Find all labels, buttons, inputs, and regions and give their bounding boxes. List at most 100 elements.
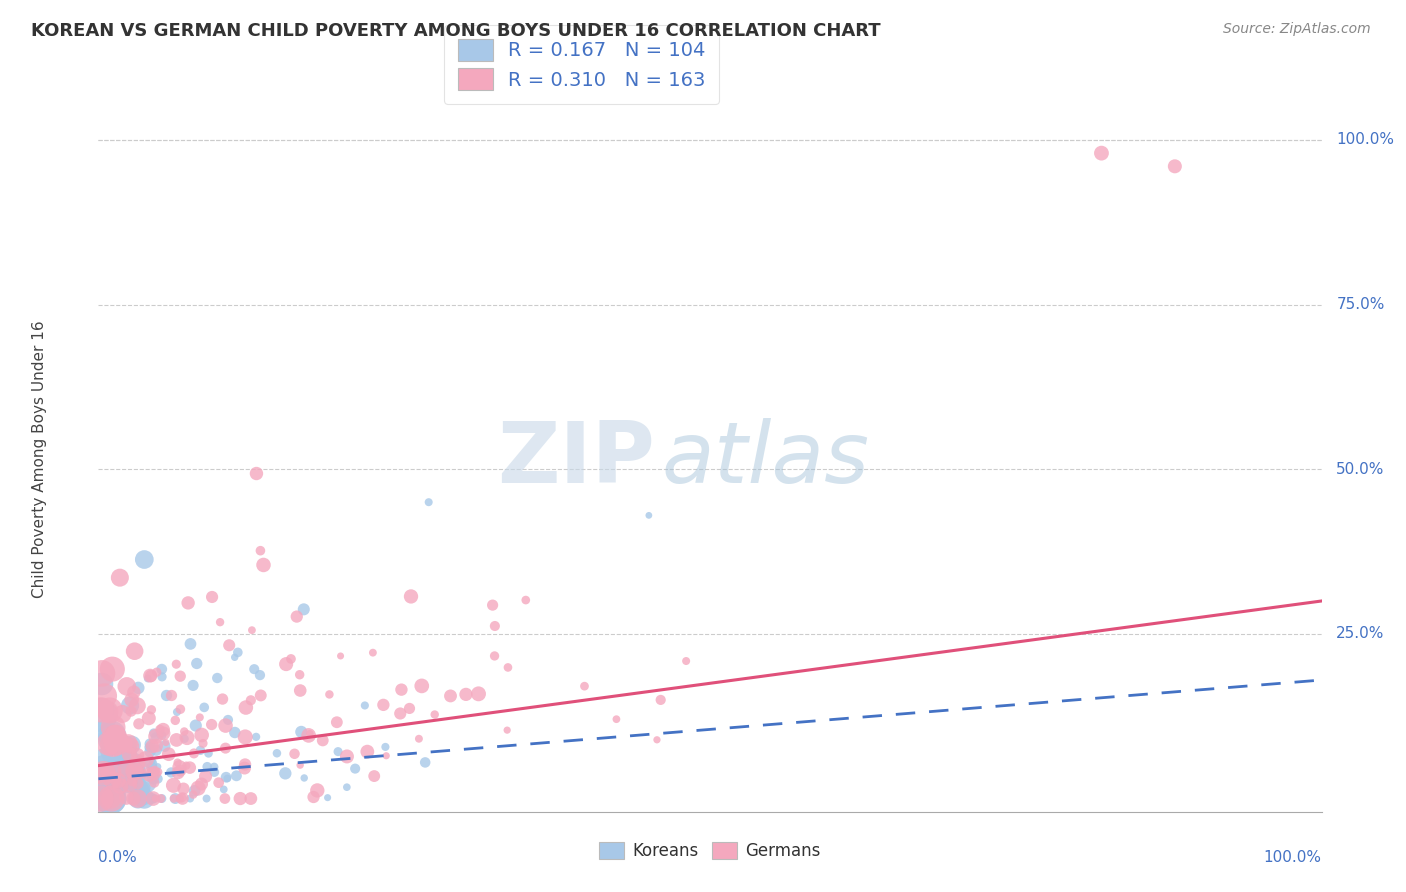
Point bbox=[239, 693, 262, 707]
Point bbox=[574, 679, 596, 693]
Point bbox=[188, 710, 211, 724]
Point bbox=[197, 747, 219, 761]
Point bbox=[186, 657, 208, 671]
Point bbox=[108, 759, 131, 773]
Point bbox=[139, 791, 162, 805]
Point bbox=[141, 739, 163, 754]
Point bbox=[214, 741, 236, 756]
Point bbox=[100, 732, 122, 747]
Point bbox=[122, 791, 145, 805]
Text: 50.0%: 50.0% bbox=[1336, 462, 1385, 476]
Point bbox=[139, 669, 162, 683]
Text: 0.0%: 0.0% bbox=[98, 850, 138, 865]
Point bbox=[179, 637, 201, 651]
Text: 25.0%: 25.0% bbox=[1336, 626, 1385, 641]
Point bbox=[155, 689, 177, 703]
Point bbox=[89, 791, 111, 805]
Legend: Koreans, Germans: Koreans, Germans bbox=[592, 835, 828, 867]
Point bbox=[329, 648, 352, 663]
Point bbox=[645, 732, 668, 747]
Point bbox=[187, 781, 209, 796]
Text: 75.0%: 75.0% bbox=[1336, 297, 1385, 312]
Point bbox=[138, 767, 160, 781]
Point bbox=[155, 735, 177, 749]
Point bbox=[107, 736, 129, 750]
Point bbox=[276, 657, 298, 672]
Point bbox=[128, 765, 150, 780]
Text: atlas: atlas bbox=[661, 417, 869, 501]
Point bbox=[93, 689, 115, 703]
Point bbox=[90, 708, 112, 723]
Point bbox=[118, 749, 141, 764]
Point bbox=[318, 688, 340, 702]
Point bbox=[104, 744, 127, 758]
Point bbox=[373, 698, 395, 712]
Point bbox=[145, 730, 167, 744]
Point bbox=[195, 760, 218, 774]
Point bbox=[266, 746, 288, 760]
Point bbox=[111, 706, 134, 721]
Point bbox=[150, 791, 173, 805]
Point bbox=[235, 700, 257, 714]
Point bbox=[128, 716, 150, 731]
Point bbox=[141, 765, 163, 780]
Point bbox=[637, 508, 661, 523]
Point bbox=[110, 774, 132, 789]
Point bbox=[124, 644, 146, 658]
Point bbox=[138, 711, 160, 725]
Point bbox=[149, 791, 172, 805]
Point bbox=[103, 783, 125, 797]
Point bbox=[283, 747, 305, 761]
Point bbox=[93, 760, 115, 774]
Point bbox=[413, 756, 436, 770]
Point bbox=[107, 757, 129, 772]
Point bbox=[118, 777, 141, 791]
Point bbox=[115, 679, 138, 693]
Point bbox=[224, 650, 246, 665]
Point bbox=[145, 665, 167, 680]
Point bbox=[605, 712, 627, 726]
Point bbox=[87, 790, 110, 805]
Point bbox=[110, 779, 132, 793]
Point bbox=[195, 791, 218, 805]
Point bbox=[225, 769, 247, 783]
Point bbox=[141, 755, 163, 769]
Point bbox=[163, 791, 186, 805]
Point bbox=[179, 761, 201, 775]
Point bbox=[411, 679, 433, 693]
Point bbox=[93, 723, 115, 738]
Point bbox=[202, 760, 225, 774]
Point bbox=[166, 733, 188, 747]
Point bbox=[135, 775, 157, 789]
Point bbox=[142, 791, 165, 805]
Point bbox=[115, 739, 138, 754]
Point bbox=[211, 692, 233, 706]
Point bbox=[245, 467, 267, 481]
Point bbox=[87, 766, 110, 780]
Point bbox=[398, 701, 420, 715]
Point bbox=[114, 736, 136, 750]
Point bbox=[298, 726, 321, 740]
Point bbox=[117, 758, 139, 772]
Point bbox=[361, 646, 384, 660]
Point bbox=[100, 791, 122, 805]
Point bbox=[101, 773, 124, 788]
Point bbox=[145, 743, 167, 757]
Point bbox=[128, 783, 150, 797]
Point bbox=[145, 730, 167, 744]
Point bbox=[104, 731, 127, 745]
Point bbox=[312, 733, 335, 747]
Text: Source: ZipAtlas.com: Source: ZipAtlas.com bbox=[1223, 22, 1371, 37]
Point bbox=[169, 669, 191, 683]
Point bbox=[94, 767, 117, 781]
Point bbox=[114, 774, 136, 789]
Point bbox=[100, 765, 122, 780]
Point bbox=[249, 689, 271, 703]
Point bbox=[143, 775, 166, 789]
Point bbox=[288, 758, 311, 772]
Point bbox=[233, 730, 256, 744]
Point bbox=[118, 698, 141, 713]
Point bbox=[176, 758, 198, 772]
Point bbox=[288, 667, 311, 681]
Point bbox=[121, 693, 143, 707]
